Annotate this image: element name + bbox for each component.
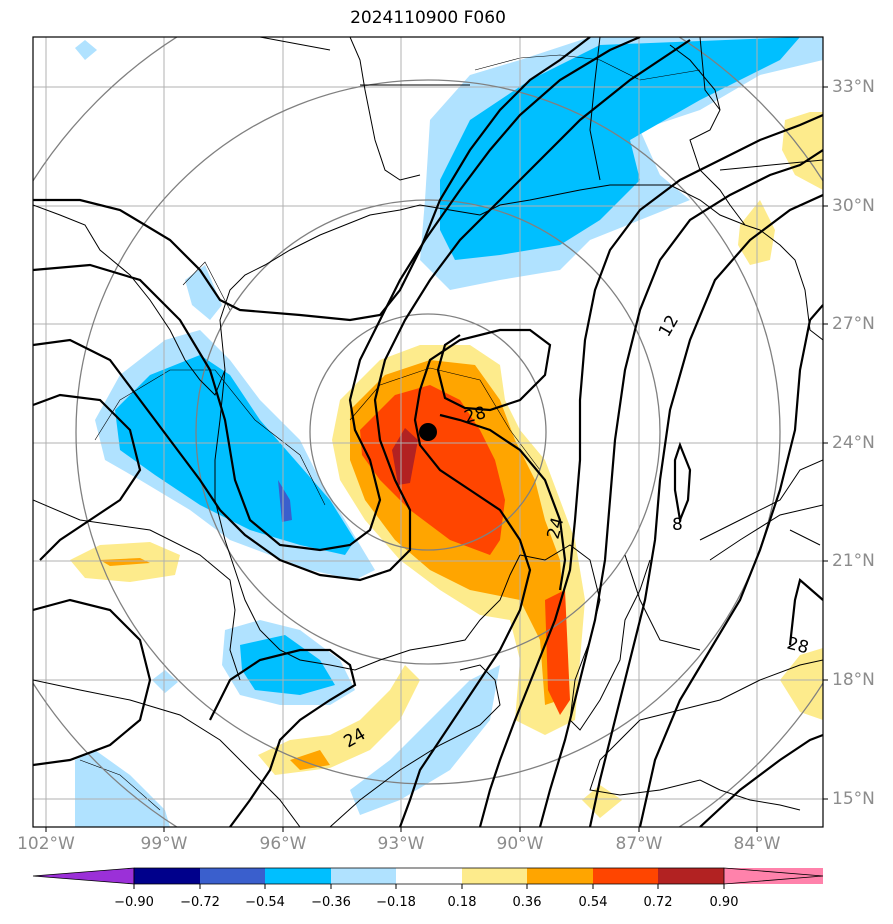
colorbar-tick-label: −0.72 xyxy=(180,895,220,910)
colorbar-tick-label: 0.72 xyxy=(643,895,673,910)
colorbar-tick-label: −0.54 xyxy=(245,895,285,910)
colorbar-segment xyxy=(200,868,265,884)
contour-label: 8 xyxy=(672,515,683,535)
axis-ticks xyxy=(45,86,828,832)
lat-label: 30°N xyxy=(832,196,875,216)
isopleths xyxy=(33,37,823,827)
lon-label: 84°W xyxy=(733,834,781,854)
colorbar-tick-label: 0.18 xyxy=(447,895,477,910)
lon-label: 90°W xyxy=(496,834,544,854)
colorbar-segment xyxy=(593,868,658,884)
lon-label: 87°W xyxy=(615,834,663,854)
shading-outlines xyxy=(79,54,701,811)
colorbar-segment xyxy=(658,868,724,884)
colorbar xyxy=(32,867,824,889)
figure-title: 2024110900 F060 xyxy=(350,8,506,28)
lon-label: 93°W xyxy=(377,834,425,854)
colorbar-segment xyxy=(396,868,462,884)
lon-label: 102°W xyxy=(17,834,75,854)
colorbar-tick-label: 0.36 xyxy=(512,895,542,910)
colorbar-segment xyxy=(265,868,331,884)
coastlines xyxy=(33,37,823,827)
lon-label: 99°W xyxy=(140,834,188,854)
colorbar-tick-label: 0.90 xyxy=(709,895,739,910)
colorbar-tick-label: −0.36 xyxy=(311,895,351,910)
colorbar-segment xyxy=(462,868,527,884)
lat-label: 33°N xyxy=(832,77,875,97)
storm-center-marker xyxy=(419,423,437,441)
range-rings xyxy=(33,37,823,827)
colorbar-segment xyxy=(527,868,593,884)
colorbar-tick-label: 0.54 xyxy=(578,895,608,910)
lat-label: 21°N xyxy=(832,551,875,571)
lat-label: 27°N xyxy=(832,314,875,334)
map-frame xyxy=(32,36,824,828)
lat-label: 24°N xyxy=(832,433,875,453)
lon-label: 96°W xyxy=(259,834,307,854)
colorbar-tick-label: −0.90 xyxy=(114,895,154,910)
colorbar-low-extension xyxy=(32,867,135,885)
colorbar-tick-label: −0.18 xyxy=(376,895,416,910)
colorbar-segment xyxy=(134,868,200,884)
lat-label: 18°N xyxy=(832,670,875,690)
lat-label: 15°N xyxy=(832,789,875,809)
contour-label: 12 xyxy=(655,312,683,341)
colorbar-high-extension xyxy=(723,867,824,885)
colorbar-segment xyxy=(331,868,396,884)
